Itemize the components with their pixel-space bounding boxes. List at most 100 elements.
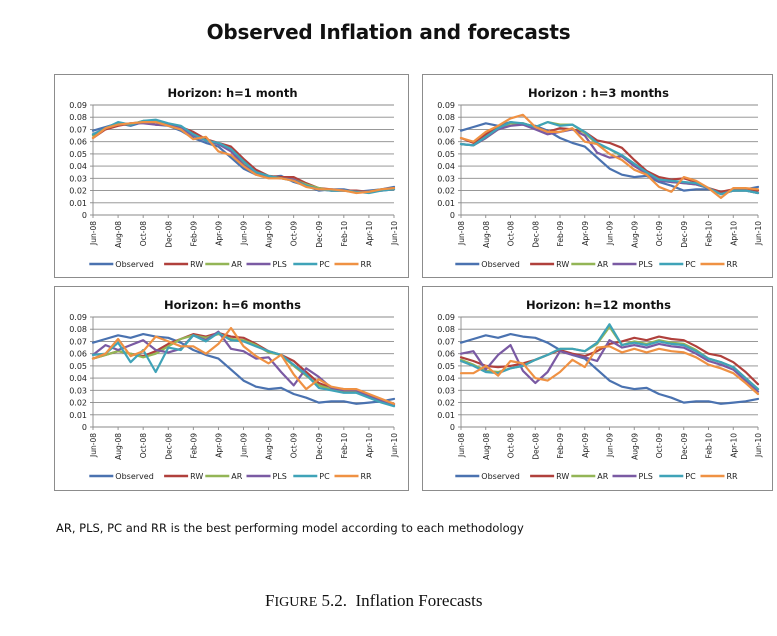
series-line-ar — [91, 119, 396, 193]
y-tick-label: 0.06 — [437, 350, 455, 359]
y-tick-label: 0.02 — [437, 399, 455, 408]
y-tick-label: 0.04 — [437, 162, 455, 171]
y-tick-label: 0 — [450, 211, 455, 220]
legend-label-observed: Observed — [115, 472, 154, 481]
series-line-observed — [91, 332, 396, 405]
y-tick-label: 0.07 — [437, 337, 455, 346]
x-tick-label: Aug-08 — [114, 221, 123, 248]
series-line-rr — [459, 113, 760, 200]
y-tick-label: 0.03 — [437, 174, 455, 183]
x-tick-label: Aug-08 — [482, 433, 491, 460]
legend-label-observed: Observed — [115, 260, 154, 269]
x-tick-label: Dec-09 — [680, 221, 689, 248]
y-tick-label: 0.06 — [437, 138, 455, 147]
footnote: AR, PLS, PC and RR is the best performin… — [56, 521, 524, 535]
caption-number: 5.2. — [321, 591, 348, 610]
legend-label-rr: RR — [361, 472, 373, 481]
y-tick-label: 0.06 — [69, 138, 87, 147]
x-tick-label: Apr-10 — [729, 221, 738, 246]
chart-panel-h12: Horizon: h=12 months 0 0.01 0.02 0.03 0.04 0.0… — [422, 286, 773, 491]
x-tick-label: Oct-09 — [655, 433, 664, 458]
legend-label-pls: PLS — [273, 472, 287, 481]
x-tick-label: Oct-08 — [507, 433, 516, 458]
chart-title: Horizon: h=1 month — [167, 86, 297, 100]
x-tick-label: Jun-09 — [606, 221, 615, 246]
x-tick-label: Feb-09 — [556, 221, 565, 247]
y-tick-label: 0 — [82, 211, 87, 220]
x-tick-label: Jun-08 — [89, 433, 98, 458]
x-tick-label: Dec-09 — [315, 221, 324, 248]
x-tick-label: Apr-10 — [365, 221, 374, 246]
y-tick-label: 0.01 — [69, 199, 87, 208]
x-tick-label: Feb-09 — [189, 433, 198, 459]
chart-panel-h6: Horizon: h=6 months 0 0.01 0.02 0.03 0.04 0.05… — [54, 286, 409, 491]
x-tick-label: Dec-08 — [531, 221, 540, 248]
x-tick-label: Dec-08 — [164, 433, 173, 460]
x-tick-label: Oct-08 — [507, 221, 516, 246]
legend-label-pc: PC — [319, 260, 330, 269]
legend-label-ar: AR — [231, 260, 242, 269]
figure-title: Observed Inflation and forecasts — [206, 20, 571, 44]
x-tick-label: Jun-10 — [754, 221, 763, 246]
y-tick-label: 0.05 — [69, 362, 87, 371]
y-tick-label: 0.05 — [69, 150, 87, 159]
x-tick-label: Feb-10 — [705, 433, 714, 459]
series-line-rr — [91, 326, 396, 405]
x-tick-label: Dec-09 — [315, 433, 324, 460]
x-tick-label: Jun-10 — [390, 221, 399, 246]
x-tick-label: Aug-08 — [114, 433, 123, 460]
legend-label-ar: AR — [597, 260, 608, 269]
x-tick-label: Oct-09 — [290, 433, 299, 458]
x-tick-label: Feb-10 — [705, 221, 714, 247]
legend-label-rw: RW — [556, 472, 569, 481]
legend-label-pc: PC — [685, 260, 696, 269]
chart-h12: Horizon: h=12 months 0 0.01 0.02 0.03 0.04 0.0… — [437, 298, 763, 481]
legend-label-pls: PLS — [273, 260, 287, 269]
x-tick-label: Feb-09 — [189, 221, 198, 247]
y-tick-label: 0.09 — [69, 313, 87, 322]
x-tick-label: Oct-09 — [290, 221, 299, 246]
legend-label-ar: AR — [597, 472, 608, 481]
chart-title: Horizon : h=3 months — [528, 86, 669, 100]
x-tick-label: Oct-08 — [139, 221, 148, 246]
y-tick-label: 0.08 — [437, 113, 455, 122]
x-tick-label: Feb-10 — [340, 433, 349, 459]
x-tick-label: Oct-09 — [655, 221, 664, 246]
x-tick-label: Jun-09 — [606, 433, 615, 458]
legend-label-rr: RR — [727, 260, 739, 269]
x-tick-label: Dec-09 — [680, 433, 689, 460]
legend-label-observed: Observed — [481, 472, 520, 481]
y-tick-label: 0.09 — [437, 101, 455, 110]
x-tick-label: Apr-10 — [365, 433, 374, 458]
y-tick-label: 0.02 — [437, 187, 455, 196]
series-line-pls — [459, 339, 760, 393]
x-tick-label: Apr-09 — [214, 433, 223, 458]
x-tick-label: Jun-08 — [457, 221, 466, 246]
legend-label-pls: PLS — [639, 472, 653, 481]
y-tick-label: 0.04 — [437, 374, 455, 383]
series-line-rw — [459, 335, 760, 386]
x-tick-label: Aug-08 — [482, 221, 491, 248]
x-tick-label: Jun-10 — [754, 433, 763, 458]
x-tick-label: Aug-09 — [265, 433, 274, 460]
series-line-pc — [459, 323, 760, 391]
y-tick-label: 0.04 — [69, 162, 87, 171]
y-tick-label: 0.03 — [69, 174, 87, 183]
y-tick-label: 0.01 — [437, 199, 455, 208]
figure-caption: FIGURE 5.2. Inflation Forecasts — [265, 591, 483, 611]
series-line-pls — [91, 330, 396, 407]
y-tick-label: 0.02 — [69, 399, 87, 408]
legend-label-rw: RW — [190, 472, 203, 481]
x-tick-label: Jun-10 — [390, 433, 399, 458]
x-tick-label: Aug-09 — [265, 221, 274, 248]
series-line-pls — [459, 123, 760, 196]
y-tick-label: 0.04 — [69, 374, 87, 383]
x-tick-label: Apr-10 — [729, 433, 738, 458]
y-tick-label: 0.07 — [69, 125, 87, 134]
caption-cap: F — [265, 591, 275, 610]
chart-h3: Horizon : h=3 months 0 0.01 0.02 0.03 0.04 0.0… — [437, 86, 763, 269]
y-tick-label: 0.06 — [69, 350, 87, 359]
y-tick-label: 0.08 — [69, 325, 87, 334]
y-tick-label: 0.09 — [69, 101, 87, 110]
x-tick-label: Apr-09 — [581, 221, 590, 246]
